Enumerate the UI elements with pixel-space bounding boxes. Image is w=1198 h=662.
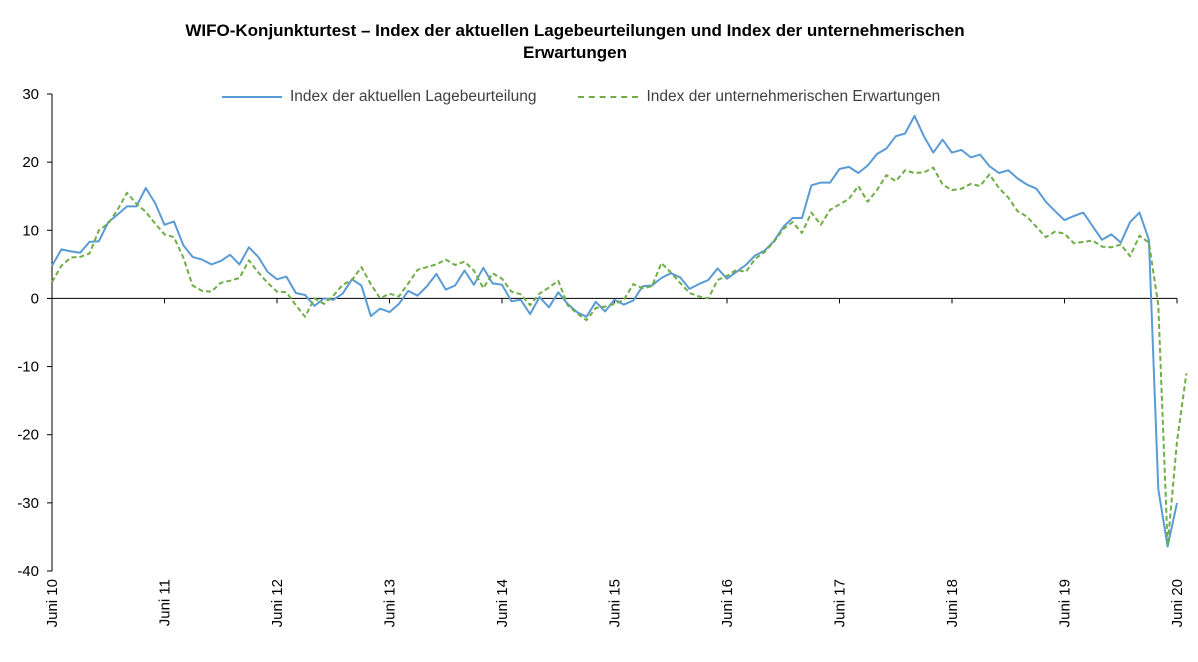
legend-label-erwartungen: Index der unternehmerischen Erwartungen <box>646 88 941 105</box>
x-tick-label: Juni 12 <box>269 579 286 627</box>
legend-swatch-erwartungen <box>578 96 639 98</box>
chart-title-line2: Erwartungen <box>523 43 627 62</box>
legend-item-erwartungen: Index der unternehmerischen Erwartungen <box>578 88 940 106</box>
legend-label-lage: Index der aktuellen Lagebeurteilung <box>290 88 537 105</box>
x-tick-label: Juni 13 <box>382 579 399 627</box>
x-tick-label: Juni 20 <box>1169 579 1186 627</box>
y-tick-label: 0 <box>31 290 39 307</box>
y-tick-label: -30 <box>17 495 39 512</box>
chart-series <box>51 114 1188 548</box>
series-line-erwartungen <box>51 166 1188 547</box>
legend-item-lage: Index der aktuellen Lagebeurteilung <box>222 88 536 106</box>
series-line-lagebeurteilung <box>51 114 1178 548</box>
chart-title: WIFO-Konjunkturtest – Index der aktuelle… <box>0 20 1150 64</box>
x-tick-label: Juni 19 <box>1057 579 1074 627</box>
legend-swatch-lage <box>222 96 282 98</box>
x-tick-label: Juni 15 <box>607 579 624 627</box>
y-tick-label: -40 <box>17 563 39 580</box>
chart-title-line1: WIFO-Konjunkturtest – Index der aktuelle… <box>185 21 965 40</box>
legend: Index der aktuellen Lagebeurteilung Inde… <box>222 88 982 106</box>
x-tick-label: Juni 18 <box>944 579 961 627</box>
chart-axes: 30 20 10 0 -10 -20 -30 -40 Juni 10 Juni 11 Juni 12… <box>17 86 1186 627</box>
x-tick-label: Juni 11 <box>157 579 174 626</box>
y-tick-label: -20 <box>17 427 39 444</box>
x-tick-label: Juni 16 <box>719 579 736 627</box>
y-tick-label: -10 <box>17 359 39 376</box>
x-tick-label: Juni 14 <box>494 579 511 627</box>
x-tick-label: Juni 10 <box>44 579 61 627</box>
y-tick-label: 10 <box>22 222 39 239</box>
y-tick-label: 30 <box>22 86 39 103</box>
y-tick-label: 20 <box>22 154 39 171</box>
x-tick-label: Juni 17 <box>832 579 849 627</box>
